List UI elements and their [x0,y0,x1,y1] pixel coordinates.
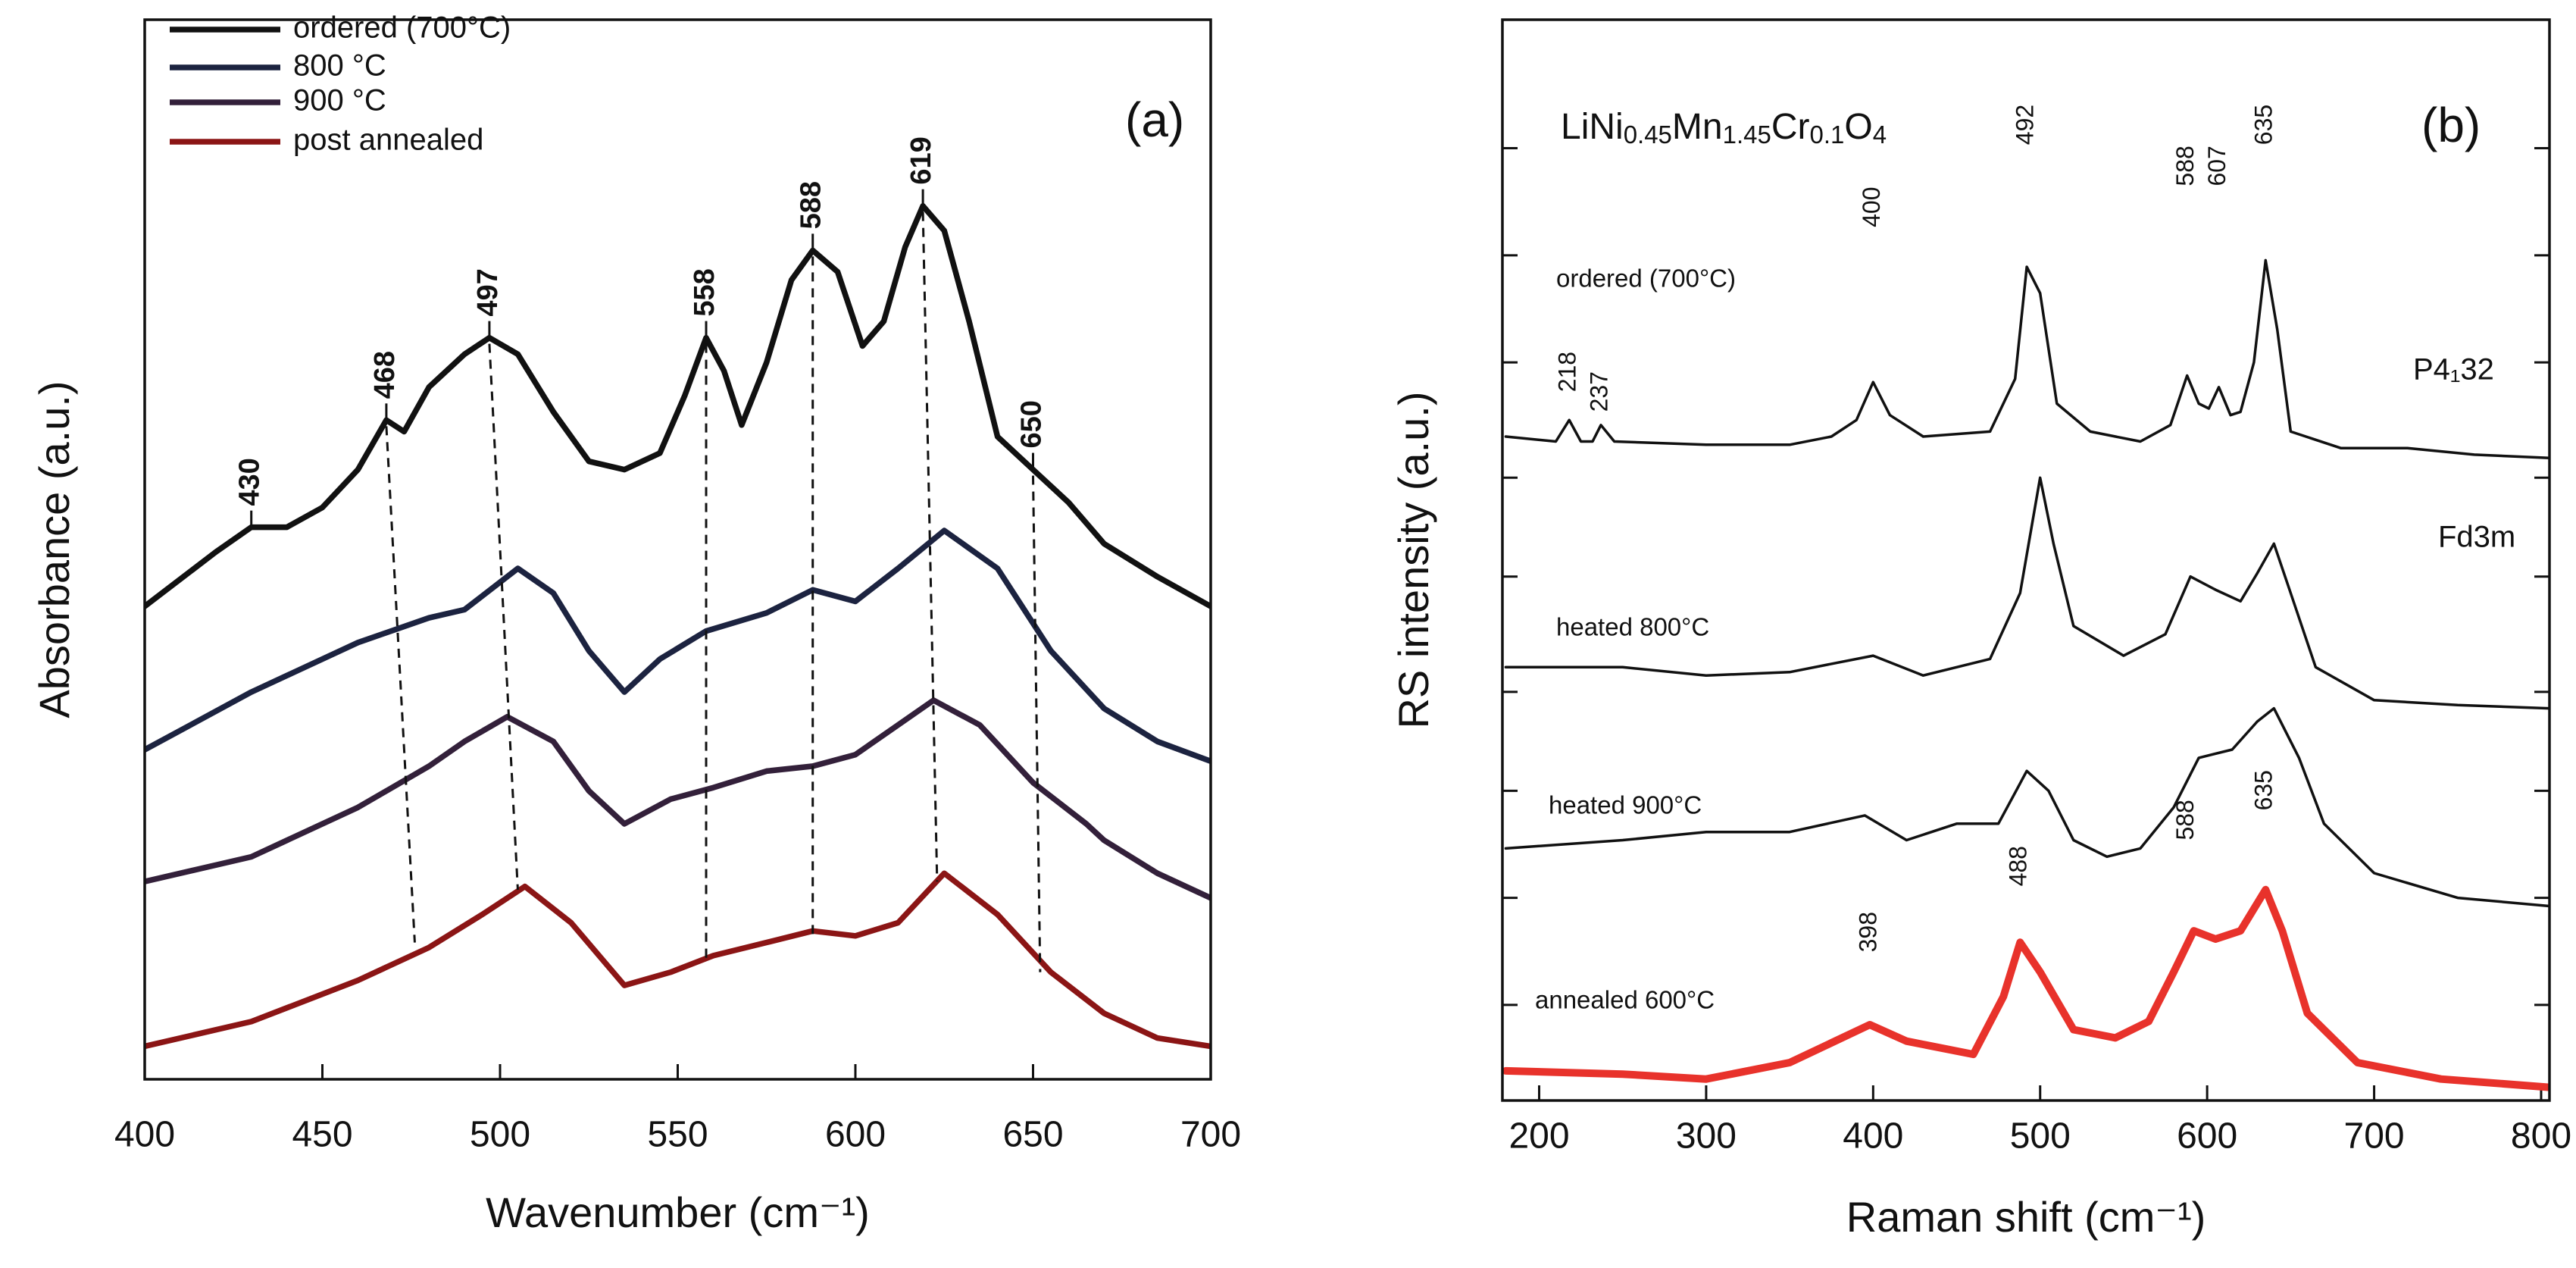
peak-label: 588 [2171,800,2199,840]
x-tick-label: 400 [1843,1116,1903,1157]
plot-frame [1501,18,2551,1102]
spectrum-line [1502,885,2549,1091]
peak-label: 635 [2250,105,2277,145]
formula-part: 0.1 [1810,121,1845,149]
legend-label: 900 °C [293,84,386,117]
panel-label: (a) [1125,92,1184,147]
legend-label: 800 °C [293,49,386,83]
spectrum-line [145,697,1211,901]
peak-label: 468 [369,351,401,399]
formula-part: 1.45 [1723,121,1771,149]
peak-label: 635 [2250,770,2277,810]
legend-label: ordered (700°C) [293,11,511,45]
phase-label: P4₁32 [2413,353,2494,387]
spectrum-line [145,202,1211,609]
spectrum-line [145,870,1211,1050]
compound-formula: LiNi0.45Mn1.45Cr0.1O4 [1561,107,1887,149]
plot-area [1502,258,2549,1091]
formula-part: Mn [1672,107,1723,147]
peak-label: 497 [472,268,504,316]
peak-guide [385,426,416,943]
legend-label: post annealed [293,124,483,157]
peak-label: 400 [1858,187,1885,227]
plot-area [145,202,1211,1050]
x-tick-label: 650 [1002,1115,1063,1155]
spectrum-line [1504,258,2549,459]
x-tick-label: 200 [1508,1116,1569,1157]
x-tick-label: 450 [292,1115,352,1155]
x-axis-label: Wavenumber (cm⁻¹) [486,1188,870,1236]
spectrum-line [1504,706,2549,908]
formula-part: LiNi [1561,107,1624,147]
x-tick-label: 700 [2344,1116,2405,1157]
x-tick-label: 600 [2177,1116,2237,1157]
y-axis-label: RS intensity (a.u.) [1390,391,1437,728]
peak-label: 650 [1016,400,1048,448]
peak-label: 237 [1585,371,1612,412]
x-tick-label: 600 [825,1115,886,1155]
x-tick-label: 500 [470,1115,530,1155]
peak-guide [1032,475,1042,972]
formula-part: 0.45 [1624,121,1672,149]
series-label: annealed 600°C [1535,986,1715,1014]
peak-label: 619 [905,136,937,184]
series-label: heated 900°C [1549,791,1702,819]
peak-guide [488,343,519,891]
x-tick-label: 700 [1180,1115,1241,1155]
x-tick-label: 550 [647,1115,708,1155]
formula-part: 4 [1873,121,1887,149]
peak-label: 218 [1554,352,1581,392]
peak-label: 430 [234,458,266,506]
peak-label: 488 [2005,846,2032,886]
spectrum-line [1504,476,2549,710]
peak-guide [921,211,939,882]
plot-frame [143,18,1212,1081]
x-tick-label: 500 [2010,1116,2071,1157]
series-label: ordered (700°C) [1556,265,1736,293]
peak-label: 588 [2171,146,2199,186]
series-label: heated 800°C [1556,613,1709,641]
peak-label: 607 [2203,146,2231,186]
peak-label: 558 [689,268,721,316]
x-tick-label: 800 [2511,1116,2571,1157]
x-tick-label: 300 [1676,1116,1737,1157]
formula-part: Cr [1771,107,1810,147]
y-axis-label: Absorbance (a.u.) [30,380,78,718]
x-tick-label: 400 [114,1115,175,1155]
x-axis-label: Raman shift (cm⁻¹) [1846,1193,2206,1241]
panel-label: (b) [2421,98,2481,152]
phase-label: Fd3m [2438,521,2515,554]
formula-part: O [1844,107,1872,147]
peak-label: 492 [2012,105,2039,145]
peak-label: 398 [1854,912,1881,952]
peak-label: 588 [796,181,827,229]
